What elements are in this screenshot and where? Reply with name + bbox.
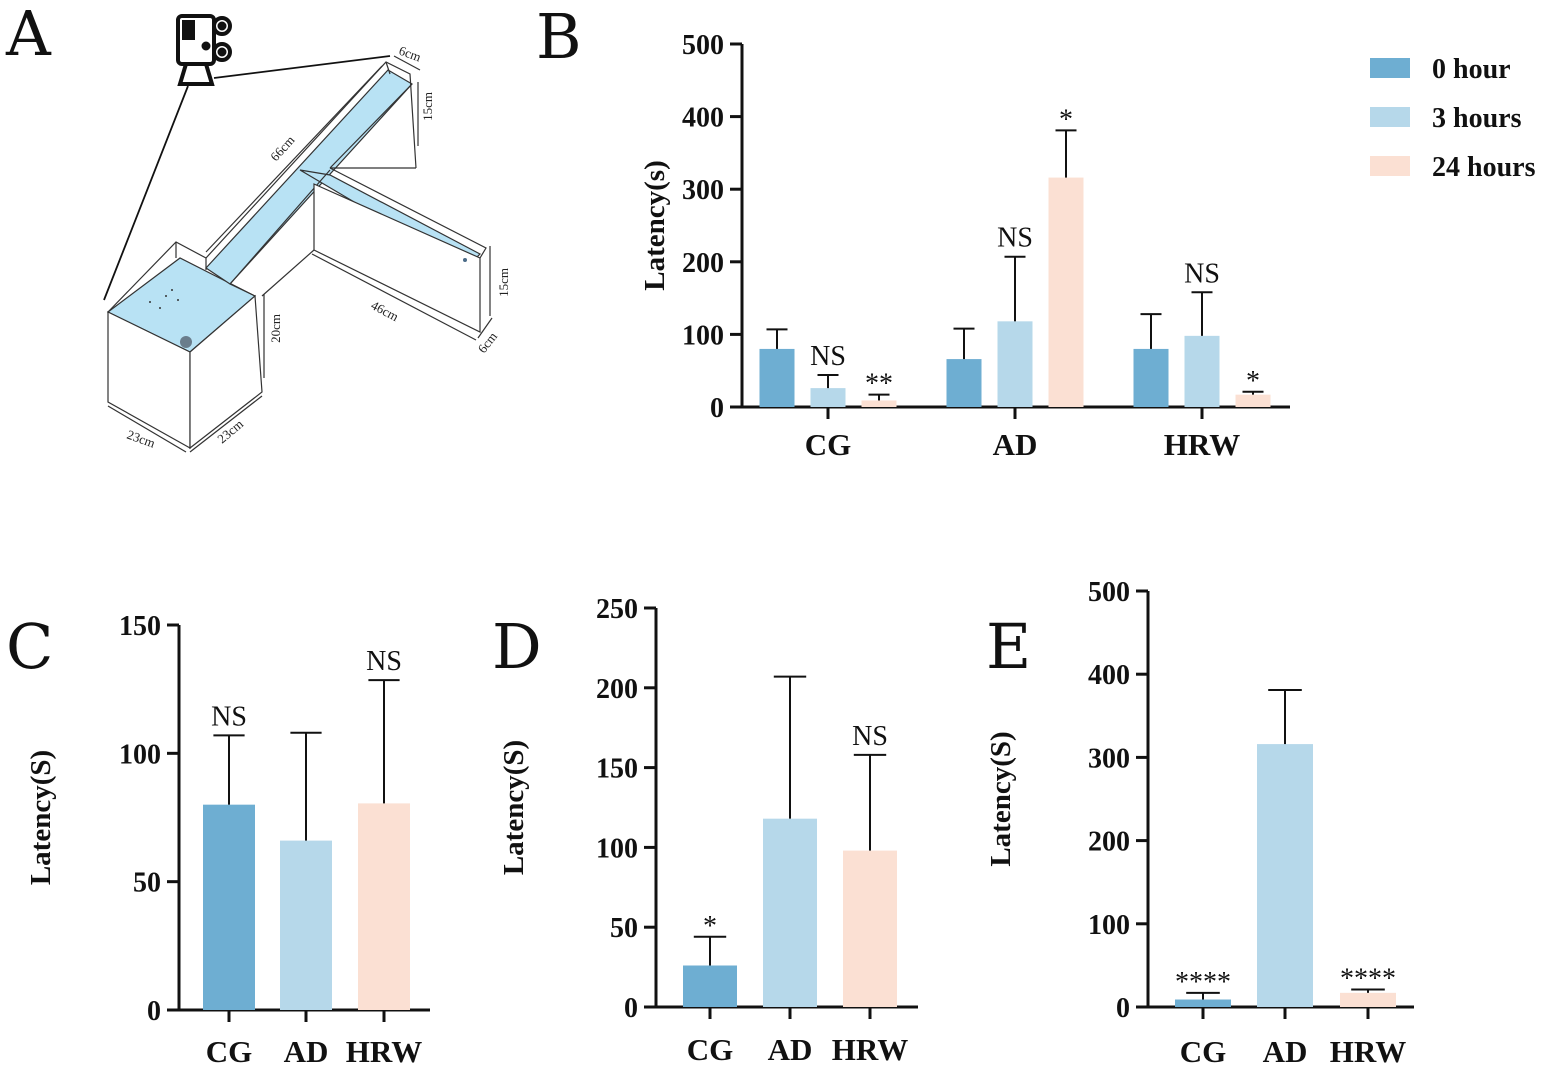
y-tick-label: 0: [147, 996, 161, 1027]
y-tick-label: 200: [596, 674, 638, 705]
panel-label-b: B: [536, 0, 582, 73]
bar: [280, 840, 332, 1010]
bar: [810, 388, 846, 407]
x-category-label: AD: [993, 427, 1038, 462]
bar: [1257, 744, 1313, 1007]
y-tick-label: 100: [119, 739, 161, 770]
bar: [683, 965, 737, 1007]
significance-label: *: [1246, 366, 1260, 397]
y-tick-label: 300: [1088, 743, 1130, 774]
y-tick-label: 50: [610, 913, 638, 944]
panel-label-e: E: [986, 610, 1031, 683]
y-tick-label: 400: [682, 103, 724, 134]
y-tick-label: 0: [1116, 993, 1130, 1024]
chart-e: 0 100 200 300 400 500 Latency(S) **** CG AD **** HR…: [985, 577, 1414, 1069]
dim-label: 6cm: [475, 329, 501, 356]
legend-label-24-hours: 24 hours: [1432, 152, 1536, 183]
x-category-label: HRW: [1164, 427, 1240, 462]
dim-label: 6cm: [397, 43, 423, 65]
x-category-label: AD: [1263, 1034, 1308, 1069]
significance-label: NS: [997, 223, 1033, 254]
bar: [946, 359, 982, 407]
video-camera-icon: [176, 14, 232, 86]
legend-swatch-24-hours: [1370, 156, 1410, 176]
x-category-label: HRW: [832, 1032, 908, 1067]
legend-label-3-hours: 3 hours: [1432, 103, 1522, 134]
y-tick-label: 150: [119, 611, 161, 642]
legend: 0 hour 3 hours 24 hours: [1370, 54, 1536, 183]
x-category-label: AD: [284, 1034, 329, 1069]
legend-swatch-3-hours: [1370, 107, 1410, 127]
panel-label-a: A: [5, 0, 52, 70]
dim-label: 46cm: [369, 297, 402, 324]
significance-label: NS: [810, 341, 846, 372]
y-axis-label: Latency(S): [498, 740, 530, 875]
bar: [763, 818, 817, 1007]
y-tick-label: 500: [1088, 577, 1130, 608]
panel-label-d: D: [492, 610, 542, 683]
chart-c: 0 50 100 150 Latency(S) NS CG AD NS HRW: [25, 611, 430, 1069]
bar: [1235, 394, 1271, 407]
significance-label: *: [703, 911, 717, 942]
bar: [1340, 992, 1396, 1007]
x-category-label: HRW: [346, 1034, 422, 1069]
bar: [861, 400, 897, 407]
y-axis-label: Latency(S): [985, 731, 1017, 866]
dim-label: 23cm: [125, 427, 157, 451]
y-tick-label: 500: [682, 30, 724, 61]
y-tick-label: 0: [624, 993, 638, 1024]
y-tick-label: 0: [710, 393, 724, 424]
significance-label: NS: [366, 646, 402, 677]
y-axis-label: Latency(S): [25, 750, 57, 885]
dim-label: 15cm: [496, 268, 511, 297]
legend-label-0-hour: 0 hour: [1432, 54, 1511, 85]
bar: [358, 803, 410, 1010]
significance-label: NS: [211, 701, 247, 732]
y-tick-label: 100: [682, 320, 724, 351]
bar: [997, 321, 1033, 407]
significance-label: NS: [1184, 258, 1220, 289]
x-category-label: CG: [687, 1032, 734, 1067]
y-tick-label: 200: [682, 248, 724, 279]
y-tick-label: 50: [133, 868, 161, 899]
y-tick-label: 150: [596, 754, 638, 785]
x-category-label: CG: [206, 1034, 253, 1069]
x-category-label: HRW: [1330, 1034, 1406, 1069]
significance-label: NS: [852, 721, 888, 752]
y-tick-label: 100: [1088, 910, 1130, 941]
chart-b: 0 100 200 300 400 500 Latency(s) NS ** CG NS * AD NS *…: [639, 30, 1290, 462]
significance-label: **: [865, 369, 893, 400]
y-tick-label: 300: [682, 175, 724, 206]
chart-d: 0 50 100 150 200 250 Latency(S) * CG AD NS HRW: [498, 594, 918, 1067]
significance-label: ****: [1340, 964, 1396, 995]
bar: [203, 804, 255, 1010]
x-category-label: AD: [768, 1032, 813, 1067]
bar: [1133, 348, 1169, 407]
dim-label: 15cm: [420, 92, 435, 121]
bar: [1184, 335, 1220, 407]
y-tick-label: 200: [1088, 827, 1130, 858]
bar: [1175, 999, 1231, 1007]
x-category-label: CG: [1180, 1034, 1227, 1069]
t-maze-diagram: [103, 14, 493, 453]
x-category-label: CG: [805, 427, 852, 462]
y-axis-label: Latency(s): [639, 160, 671, 290]
legend-swatch-0-hour: [1370, 58, 1410, 78]
y-tick-label: 400: [1088, 660, 1130, 691]
y-tick-label: 100: [596, 833, 638, 864]
dim-label: 20cm: [268, 314, 283, 343]
significance-label: ****: [1175, 967, 1231, 998]
significance-label: *: [1059, 104, 1073, 135]
bar: [759, 348, 795, 407]
bar: [1048, 177, 1084, 407]
y-tick-label: 250: [596, 594, 638, 625]
panel-label-c: C: [6, 610, 53, 683]
bar: [843, 850, 897, 1007]
